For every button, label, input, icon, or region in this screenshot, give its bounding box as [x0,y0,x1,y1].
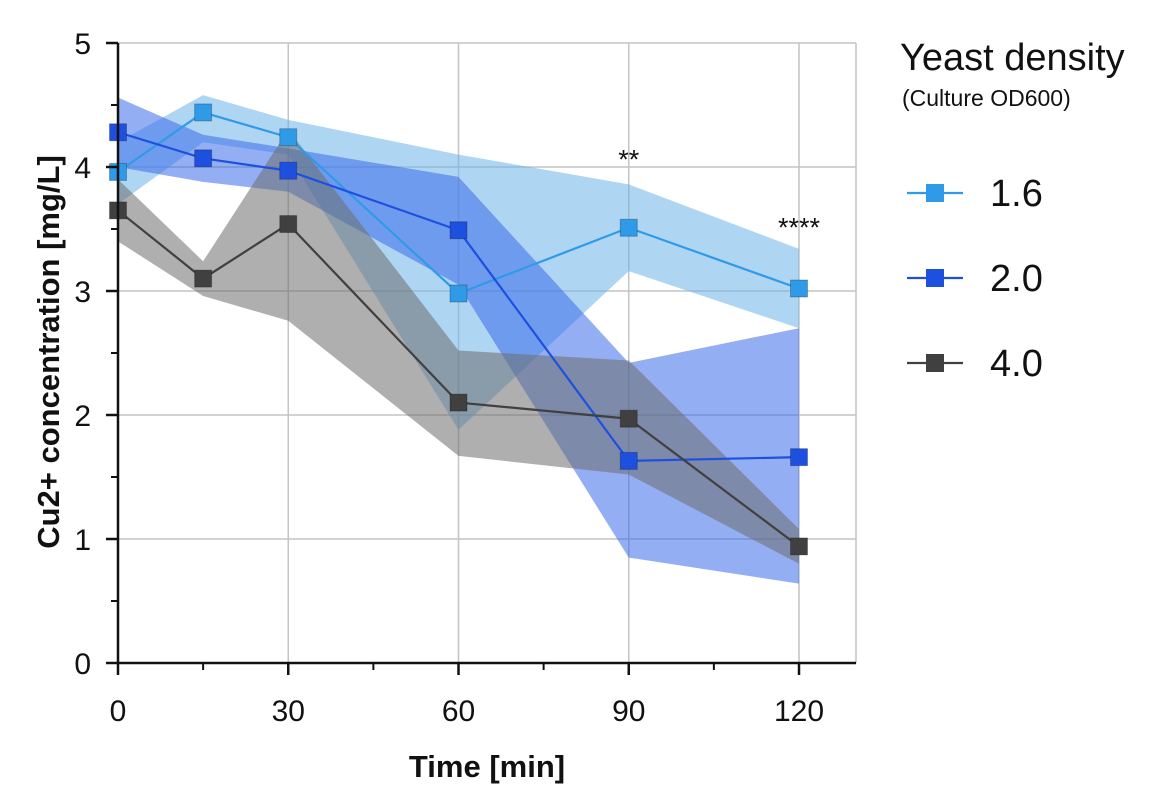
marker-series-4.0-x30 [279,215,298,234]
line-series-4.0 [117,209,800,548]
marker-series-2.0-x120 [790,448,808,467]
y-tick-label-1: 1 [74,524,91,557]
legend-marker-4.0 [926,354,944,372]
y-axis-title: Cu2+ concentration [mg/L] [31,155,66,549]
line-series-1.6 [117,111,800,295]
marker-series-2.0-x15 [194,149,213,168]
marker-series-4.0-x15 [194,269,213,288]
x-tick-label-0: 0 [110,695,127,728]
x-axis-title: Time [min] [409,749,565,784]
marker-series-1.6-x60 [449,284,468,303]
legend-marker-1.6 [926,184,944,202]
marker-series-1.6-x15 [194,103,213,122]
legend-entry-1.6: 1.6 [907,173,1043,215]
legend-subtitle: (Culture OD600) [902,85,1071,111]
marker-series-1.6-x90 [619,218,638,237]
x-tick-label-30: 30 [272,695,305,728]
marker-series-2.0-x60 [449,221,468,240]
legend-entry-2.0: 2.0 [907,258,1043,300]
x-tick-label-120: 120 [774,695,824,728]
significance-annotation-1: **** [778,213,821,243]
legend-label-2.0: 2.0 [990,258,1043,300]
significance-annotation-0: ** [618,144,640,174]
legend-marker-2.0 [926,269,944,287]
x-tick-label-90: 90 [612,695,645,728]
marker-series-2.0-x90 [619,451,638,470]
significance-annotations: ****** [618,144,820,242]
legend-title: Yeast density [900,37,1125,79]
legend-label-1.6: 1.6 [990,173,1043,215]
marker-series-2.0-x30 [279,161,298,180]
tick-labels: 0 30 60 90 120 0 1 2 3 4 5 [74,28,824,728]
marker-series-1.6-x120 [790,279,808,298]
legend: Yeast density (Culture OD600) 1.6 2.0 4.0 [900,37,1125,385]
series-lines [117,111,800,548]
marker-series-4.0-x120 [790,537,808,556]
y-tick-label-4: 4 [74,152,91,185]
legend-entry-4.0: 4.0 [907,343,1043,385]
y-tick-label-2: 2 [74,400,91,433]
marker-series-1.6-x30 [279,128,298,147]
y-tick-label-5: 5 [74,28,91,61]
y-tick-label-3: 3 [74,276,91,309]
y-tick-label-0: 0 [74,648,91,681]
legend-entries: 1.6 2.0 4.0 [907,173,1043,385]
axes [106,41,856,675]
legend-label-4.0: 4.0 [990,343,1043,385]
marker-series-4.0-x60 [449,393,468,412]
x-tick-label-60: 60 [442,695,475,728]
marker-series-4.0-x90 [619,409,638,428]
line-series-2.0 [117,131,800,462]
